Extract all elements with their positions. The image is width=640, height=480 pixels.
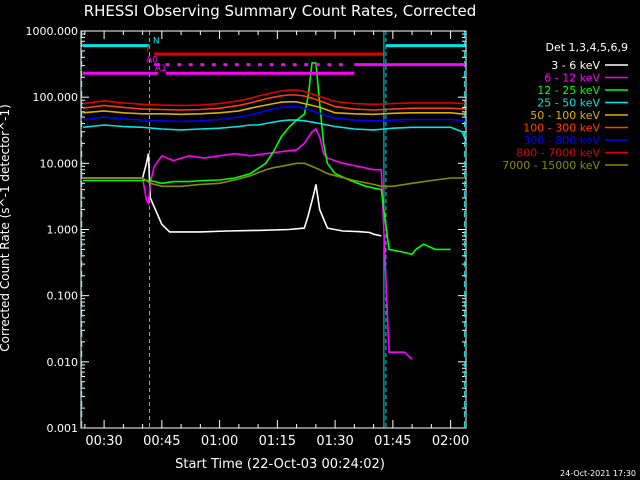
x-tick-label: 00:45 — [143, 434, 180, 449]
x-tick-label: 01:15 — [259, 434, 296, 449]
date-stamp: 24-Oct-2021 17:30 — [560, 469, 636, 478]
y-tick-label: 1.000 — [47, 224, 79, 237]
x-tick-label: 01:00 — [201, 434, 238, 449]
x-tick-label: 00:30 — [85, 434, 122, 449]
legend-label: 100 - 300 keV — [523, 122, 600, 135]
y-tick-label: 1000.000 — [26, 25, 79, 38]
series-line — [82, 119, 467, 142]
legend-label: 50 - 100 keV — [530, 109, 600, 122]
legend-title: Det 1,3,4,5,6,9 — [545, 41, 628, 54]
legend-label: 6 - 12 keV — [544, 72, 600, 85]
y-axis-label: Corrected Count Rate (s^-1 detector^-1) — [0, 104, 12, 352]
x-tick-label: 01:30 — [316, 434, 353, 449]
y-tick-label: 10.000 — [40, 157, 79, 170]
series-line — [82, 127, 413, 360]
series-line — [82, 153, 382, 237]
x-axis-label: Start Time (22-Oct-03 00:24:02) — [175, 457, 385, 472]
series-line — [82, 89, 467, 107]
y-tick-label: 100.000 — [33, 91, 79, 104]
y-axis-ticks: 1000.000 100.000 10.000 1.000 0.100 0.010 0.00… — [26, 25, 466, 435]
series-line — [82, 101, 467, 116]
flag-label: F — [146, 45, 151, 55]
legend-label: 3 - 6 keV — [551, 59, 600, 72]
series-line — [82, 94, 467, 111]
flag-label: A0 — [146, 56, 158, 66]
legend-label: 12 - 25 keV — [537, 84, 600, 97]
x-tick-label: 01:45 — [374, 434, 411, 449]
y-tick-label: 0.001 — [47, 422, 79, 435]
data-series — [82, 62, 467, 360]
series-line — [82, 105, 467, 123]
chart-title: RHESSI Observing Summary Count Rates, Co… — [84, 2, 477, 20]
flag-label: N — [153, 37, 160, 47]
plot-frame — [80, 30, 467, 429]
x-tick-label: 02:00 — [432, 434, 469, 449]
y-tick-label: 0.010 — [47, 356, 79, 369]
series-line — [82, 162, 466, 188]
legend-label: 7000 - 15000 keV — [502, 159, 600, 172]
legend-label: 800 - 7000 keV — [516, 147, 600, 160]
y-tick-label: 0.100 — [47, 290, 79, 303]
legend-label: 25 - 50 keV — [537, 97, 600, 110]
legend-label: 300 - 800 keV — [523, 134, 600, 147]
x-axis-ticks: 00:30 00:45 01:00 01:15 01:30 01:45 02:00 — [84, 31, 469, 449]
flag-label: A1 — [155, 64, 167, 74]
